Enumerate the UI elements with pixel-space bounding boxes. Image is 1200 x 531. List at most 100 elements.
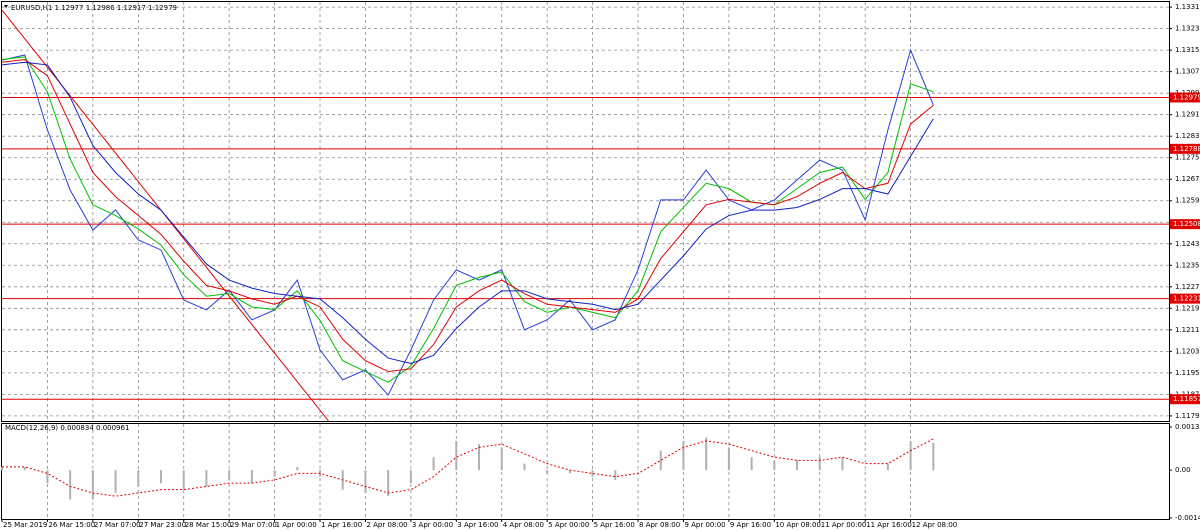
y-tick-label: 1.12355 (1175, 261, 1200, 269)
x-tick-label: 29 Mar 07:00 (230, 521, 277, 529)
x-tick-label: 9 Apr 00:00 (684, 521, 725, 529)
level-label-box (1170, 219, 1200, 230)
macd-bar (228, 470, 231, 480)
x-tick-label: 28 Mar 15:00 (185, 521, 232, 529)
x-tick-label: 1 Apr 00:00 (276, 521, 317, 529)
macd-bar (864, 470, 867, 471)
macd-bar (296, 466, 299, 471)
y-tick-label: 1.12435 (1175, 240, 1200, 248)
level-label-box (1170, 92, 1200, 103)
level-label: 1.12788 (1173, 145, 1200, 153)
y-tick-label: 1.12275 (1175, 283, 1200, 291)
macd-bar (364, 470, 367, 493)
macd-bar (478, 444, 481, 471)
x-tick-label: 27 Mar 23:00 (139, 521, 186, 529)
macd-bar (637, 470, 640, 471)
y-tick-label: 1.12035 (1175, 347, 1200, 355)
level-label-box (1170, 293, 1200, 304)
macd-bar (932, 443, 935, 471)
main-title: EURUSD,H1 1.12977 1.12986 1.12917 1.1297… (11, 4, 177, 12)
y-tick-label: 1.12755 (1175, 154, 1200, 162)
menu-arrow[interactable] (4, 5, 8, 8)
macd-bar (205, 470, 208, 487)
y-tick-label: 1.11955 (1175, 369, 1200, 377)
y-tick-label: 1.12915 (1175, 111, 1200, 119)
macd-bar (69, 470, 72, 500)
macd-bar (886, 463, 889, 471)
y-tick-label: 1.12835 (1175, 132, 1200, 140)
moving-average (1, 59, 934, 373)
macd-bar (546, 470, 549, 474)
level-label: 1.12979 (1173, 93, 1200, 101)
y-tick-label: 1.12115 (1175, 326, 1200, 334)
macd-bar (23, 466, 26, 471)
macd-bar (568, 470, 571, 474)
macd-bar (659, 450, 662, 471)
macd-bar (387, 470, 390, 497)
price-line (1, 48, 934, 396)
macd-bar (614, 470, 617, 480)
x-tick-label: 9 Apr 16:00 (730, 521, 771, 529)
macd-bar (273, 470, 276, 477)
y-tick-label: -0.00147 (1175, 514, 1200, 522)
macd-bar (455, 440, 458, 471)
y-tick-label: 1.13235 (1175, 25, 1200, 33)
main-frame (1, 1, 1170, 422)
y-tick-label: 1.11795 (1175, 412, 1200, 420)
macd-bar (705, 437, 708, 471)
x-tick-label: 5 Apr 16:00 (594, 521, 635, 529)
macd-bar (432, 457, 435, 471)
macd-bar (114, 470, 117, 493)
macd-bar (91, 470, 94, 500)
y-tick-label: 1.12195 (1175, 304, 1200, 312)
macd-bar (841, 457, 844, 471)
x-tick-label: 3 Apr 00:00 (412, 521, 453, 529)
x-tick-label: 25 Mar 2019 (3, 521, 47, 529)
level-label-box (1170, 394, 1200, 405)
level-label-box (1170, 143, 1200, 154)
macd-bar (46, 470, 49, 484)
y-tick-label: 1.13155 (1175, 46, 1200, 54)
x-tick-label: 11 Apr 00:00 (821, 521, 867, 529)
signal-line (2, 438, 934, 497)
y-tick-label: 1.13315 (1175, 3, 1200, 11)
macd-bar (500, 447, 503, 471)
macd-bar (727, 447, 730, 471)
macd-bar (591, 470, 594, 477)
macd-bar (818, 457, 821, 471)
x-tick-label: 12 Apr 08:00 (912, 521, 958, 529)
y-tick-label: 0.00 (1175, 466, 1191, 474)
x-tick-label: 10 Apr 08:00 (775, 521, 821, 529)
y-tick-label: 1.12595 (1175, 197, 1200, 205)
x-tick-label: 3 Apr 16:00 (457, 521, 498, 529)
x-tick-label: 5 Apr 00:00 (548, 521, 589, 529)
x-tick-label: 26 Mar 15:00 (48, 521, 95, 529)
macd-title: MACD(12,26,9) 0.000834 0.000961 (5, 424, 129, 432)
level-label: 1.12231 (1173, 295, 1200, 303)
macd-bar (523, 463, 526, 471)
y-tick-label: 1.13075 (1175, 68, 1200, 76)
y-tick-label: 1.12675 (1175, 175, 1200, 183)
macd-bar (409, 470, 412, 484)
moving-average (1, 61, 934, 364)
x-tick-label: 11 Apr 16:00 (866, 521, 912, 529)
macd-bar (160, 470, 163, 484)
macd-frame (1, 423, 1170, 520)
macd-bar (1, 466, 3, 471)
macd-bar (796, 460, 799, 471)
x-tick-label: 8 Apr 08:00 (639, 521, 680, 529)
level-label: 1.12508 (1173, 220, 1200, 228)
macd-bar (182, 470, 185, 490)
macd-bar (750, 457, 753, 471)
macd-bar (682, 440, 685, 471)
x-tick-label: 1 Apr 16:00 (321, 521, 362, 529)
moving-average (1, 56, 934, 383)
y-tick-label: 0.001326 (1175, 423, 1200, 431)
x-tick-label: 27 Mar 07:00 (94, 521, 141, 529)
level-label: 1.11857 (1173, 395, 1200, 403)
macd-bar (137, 470, 140, 487)
macd-bar (773, 460, 776, 471)
macd-bar (250, 470, 253, 484)
